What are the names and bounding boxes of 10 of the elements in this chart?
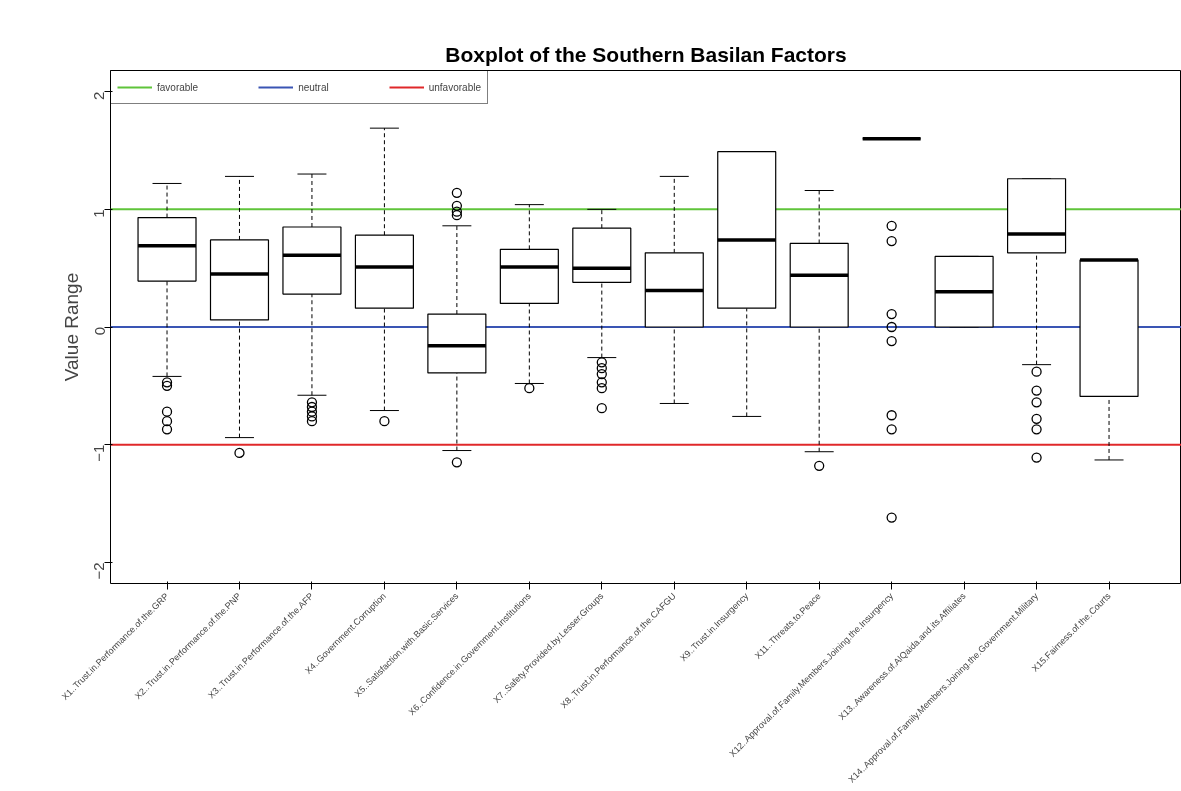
y-tick-label: 1: [90, 209, 108, 218]
chart-title: Boxplot of the Southern Basilan Factors: [445, 42, 847, 66]
y-tick-label: 0: [90, 327, 108, 336]
y-axis-title: Value Range: [60, 272, 82, 382]
y-tick-label: −2: [90, 562, 108, 580]
legend-label: unfavorable: [428, 81, 481, 93]
legend-label: neutral: [298, 81, 329, 93]
y-tick-label: −1: [90, 444, 108, 462]
legend-label: favorable: [157, 81, 199, 93]
y-tick-label: 2: [90, 91, 108, 101]
